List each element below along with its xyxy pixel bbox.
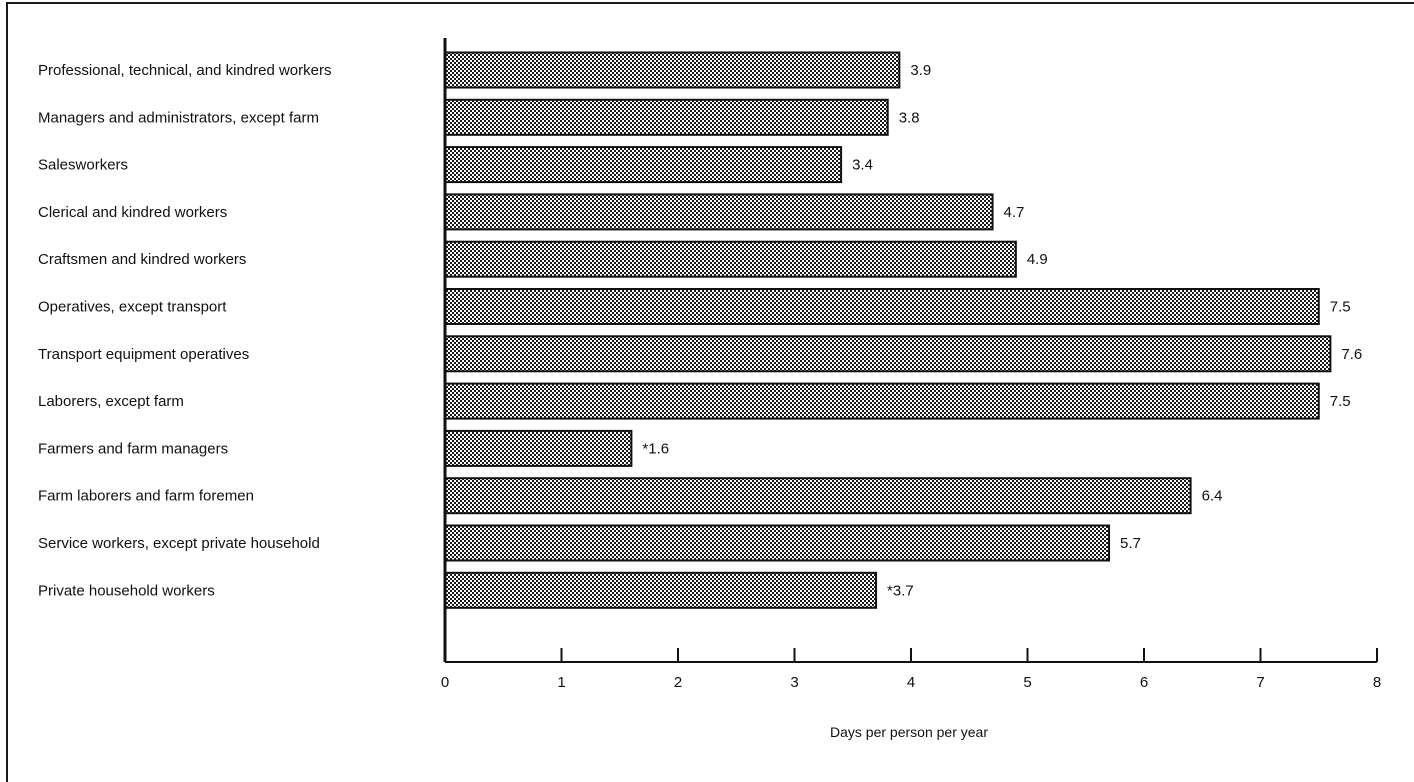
value-label: *1.6 <box>642 440 669 457</box>
value-label: 7.5 <box>1330 299 1351 316</box>
bars-layer: Professional, technical, and kindred wor… <box>38 51 1362 609</box>
value-label: 3.9 <box>910 62 931 79</box>
x-axis-title: Days per person per year <box>830 724 988 740</box>
category-label: Laborers, except farm <box>38 393 184 410</box>
x-tick-label: 1 <box>557 674 565 691</box>
category-label: Farmers and farm managers <box>38 440 228 457</box>
category-label: Professional, technical, and kindred wor… <box>38 62 331 79</box>
category-label: Clerical and kindred workers <box>38 204 227 221</box>
category-label: Salesworkers <box>38 157 128 174</box>
value-label: 4.7 <box>1004 204 1025 221</box>
bar <box>444 240 1017 278</box>
value-label: 3.8 <box>899 109 920 126</box>
bar <box>444 571 878 609</box>
x-tick-label: 8 <box>1373 674 1381 691</box>
value-label: 7.6 <box>1341 346 1362 363</box>
value-label: *3.7 <box>887 582 914 599</box>
bar <box>444 429 633 467</box>
category-label: Managers and administrators, except farm <box>38 109 319 126</box>
x-axis: 0 1 2 3 4 5 6 7 8 <box>441 38 1381 691</box>
x-tick-label: 3 <box>790 674 798 691</box>
category-label: Farm laborers and farm foremen <box>38 488 254 505</box>
bar <box>444 146 843 184</box>
category-label: Private household workers <box>38 582 215 599</box>
bar <box>444 524 1111 562</box>
category-label: Operatives, except transport <box>38 299 227 316</box>
x-tick-label: 2 <box>674 674 682 691</box>
value-label: 6.4 <box>1202 488 1223 505</box>
x-tick-label: 0 <box>441 674 449 691</box>
category-label: Service workers, except private househol… <box>38 535 320 552</box>
x-tick-label: 7 <box>1256 674 1264 691</box>
category-label: Craftsmen and kindred workers <box>38 251 246 268</box>
value-label: 4.9 <box>1027 251 1048 268</box>
value-label: 5.7 <box>1120 535 1141 552</box>
chart-frame <box>6 2 1414 782</box>
bar <box>444 193 994 231</box>
value-label: 7.5 <box>1330 393 1351 410</box>
bar <box>444 477 1192 515</box>
bar <box>444 382 1320 420</box>
x-tick-label: 5 <box>1023 674 1031 691</box>
x-tick-label: 6 <box>1140 674 1148 691</box>
category-label: Transport equipment operatives <box>38 346 249 363</box>
bar <box>444 288 1320 325</box>
value-label: 3.4 <box>852 157 873 174</box>
bar <box>444 51 901 89</box>
x-tick-label: 4 <box>907 674 915 691</box>
bar <box>444 335 1332 373</box>
bar <box>444 98 889 136</box>
